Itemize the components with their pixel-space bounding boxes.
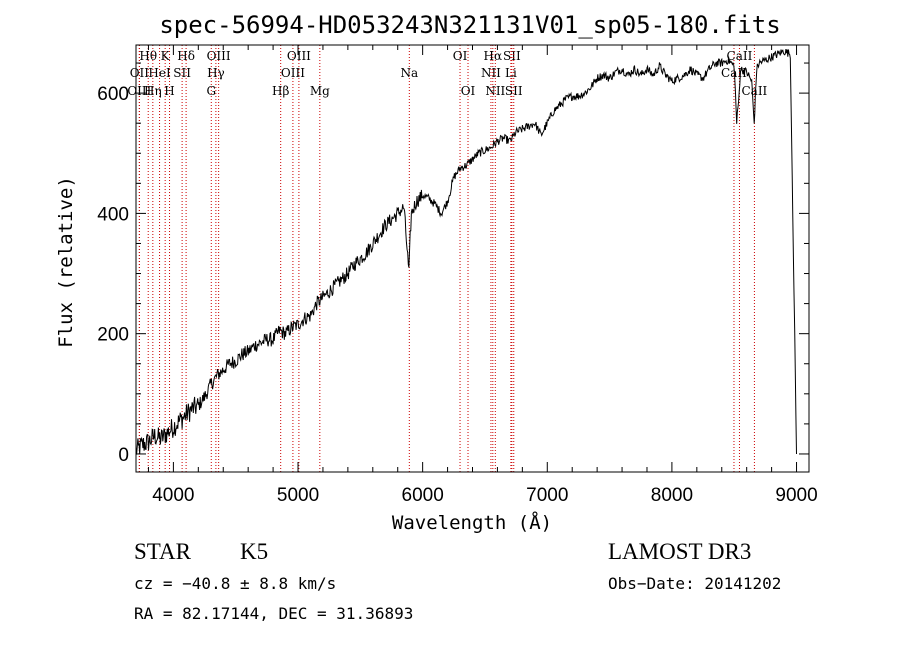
spectral-line-label: Hα	[484, 49, 503, 63]
spectral-line-label: NII	[481, 66, 501, 80]
x-axis-label: Wavelength (Å)	[392, 511, 552, 534]
spectral-line-label: CaII	[741, 84, 767, 98]
y-axis-label: Flux (relative)	[55, 176, 77, 348]
spectral-line-label: Hη	[144, 84, 162, 98]
spectral-line-label: OIII	[281, 66, 305, 80]
spectral-line-label: Hθ	[139, 49, 157, 63]
spectrum-line	[135, 49, 797, 455]
spectral-line-label: OIII	[127, 84, 151, 98]
obs-date: Obs−Date: 20141202	[608, 574, 782, 593]
y-tick-label: 200	[97, 325, 129, 346]
redshift-cz: cz = −40.8 ± 8.8 km/s	[134, 574, 337, 593]
spectral-line-label: H	[164, 84, 174, 98]
spectral-line-label: Na	[400, 66, 418, 80]
plot-frame	[135, 44, 810, 473]
spectral-line-label: OIII	[207, 49, 231, 63]
spectral-line-label: Hγ	[207, 66, 225, 80]
y-tick-label: 600	[97, 84, 129, 105]
spectral-line-label: HeI	[148, 66, 171, 80]
spectral-line-label: Hβ	[272, 84, 289, 98]
spectral-line-label: Hδ	[177, 49, 195, 63]
spectral-line-label: SII	[505, 84, 523, 98]
y-tick-label: 0	[118, 445, 129, 466]
x-tick-label: 7000	[526, 485, 568, 506]
x-tick-label: 9000	[775, 485, 817, 506]
axis-ticks: 4000 5000 6000 7000 8000 9000 0 200 400 600	[97, 45, 818, 506]
plot-area	[135, 49, 797, 455]
survey-name: LAMOST DR3	[608, 539, 752, 564]
x-tick-label: 4000	[152, 485, 194, 506]
spectral-line-label: NII	[485, 84, 505, 98]
spectral-line-label: K	[161, 49, 171, 63]
spectral-line-label: Mg	[310, 84, 330, 98]
spectral-line-label: G	[206, 84, 216, 98]
x-tick-label: 8000	[651, 485, 693, 506]
object-class: STAR	[134, 539, 191, 564]
chart-title: spec-56994-HD053243N321131V01_sp05-180.f…	[159, 11, 780, 39]
object-subclass: K5	[240, 539, 269, 564]
ra-dec: RA = 82.17144, DEC = 31.36893	[134, 604, 414, 623]
x-tick-label: 5000	[277, 485, 319, 506]
spectral-line-label: Li	[505, 66, 517, 80]
spectral-line-label: OI	[461, 84, 476, 98]
spectral-line-label: SII	[173, 66, 191, 80]
spectral-line-label: OIII	[287, 49, 311, 63]
spectral-line-label: CaII	[727, 49, 753, 63]
x-tick-label: 6000	[402, 485, 444, 506]
spectral-line-label: OI	[453, 49, 468, 63]
y-tick-label: 400	[97, 204, 129, 225]
spectral-line-label: SII	[503, 49, 521, 63]
